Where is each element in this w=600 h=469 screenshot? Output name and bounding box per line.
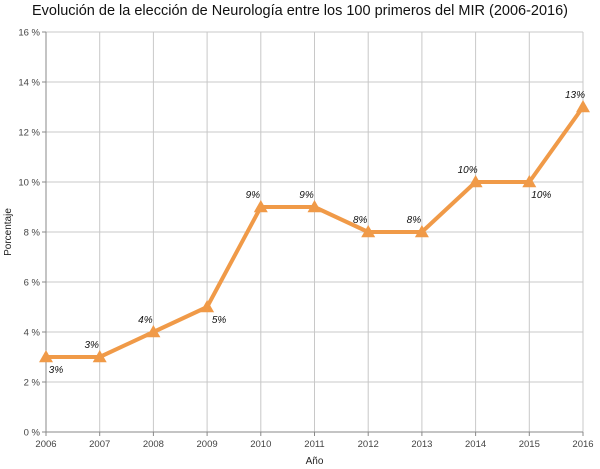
x-tick-label: 2013 xyxy=(411,439,432,450)
x-tick-label: 2016 xyxy=(572,439,593,450)
data-point-marker xyxy=(146,325,161,338)
data-label: 10% xyxy=(531,190,551,201)
x-tick-label: 2007 xyxy=(89,439,110,450)
data-point-marker xyxy=(92,350,107,363)
x-axis-label: Año xyxy=(306,456,324,467)
y-tick-label: 2 % xyxy=(24,378,41,389)
x-tick-label: 2011 xyxy=(304,439,324,450)
data-point-marker xyxy=(576,100,590,113)
data-point-marker xyxy=(468,175,483,188)
data-label: 8% xyxy=(353,215,368,226)
data-label: 9% xyxy=(246,190,261,201)
y-tick-label: 12 % xyxy=(18,128,40,139)
x-tick-label: 2012 xyxy=(358,439,379,450)
data-point-marker xyxy=(414,225,429,238)
y-axis-label: Porcentaje xyxy=(3,208,14,256)
data-label: 3% xyxy=(49,365,64,376)
data-label: 13% xyxy=(565,90,585,101)
y-tick-label: 8 % xyxy=(24,228,41,239)
chart-title: Evolución de la elección de Neurología e… xyxy=(32,3,568,19)
data-label: 9% xyxy=(299,190,314,201)
data-label: 10% xyxy=(458,165,478,176)
x-tick-label: 2015 xyxy=(519,439,540,450)
data-point-marker xyxy=(522,175,537,188)
data-point-marker xyxy=(200,300,215,313)
y-tick-label: 10 % xyxy=(18,178,40,189)
data-label: 8% xyxy=(407,215,422,226)
data-label: 4% xyxy=(138,315,153,326)
data-point-marker xyxy=(307,200,322,213)
x-tick-label: 2008 xyxy=(143,439,164,450)
y-tick-label: 4 % xyxy=(24,328,41,339)
x-tick-label: 2014 xyxy=(465,439,486,450)
y-tick-label: 0 % xyxy=(24,428,41,439)
x-tick-label: 2010 xyxy=(250,439,271,450)
x-tick-label: 2006 xyxy=(35,439,56,450)
y-tick-label: 14 % xyxy=(18,78,40,89)
data-label: 3% xyxy=(84,340,99,351)
x-tick-label: 2009 xyxy=(197,439,218,450)
y-tick-label: 6 % xyxy=(24,278,41,289)
data-point-marker xyxy=(361,225,376,238)
y-tick-label: 16 % xyxy=(18,28,40,39)
data-point-marker xyxy=(39,350,53,363)
data-label: 5% xyxy=(212,315,227,326)
data-point-marker xyxy=(253,200,268,213)
